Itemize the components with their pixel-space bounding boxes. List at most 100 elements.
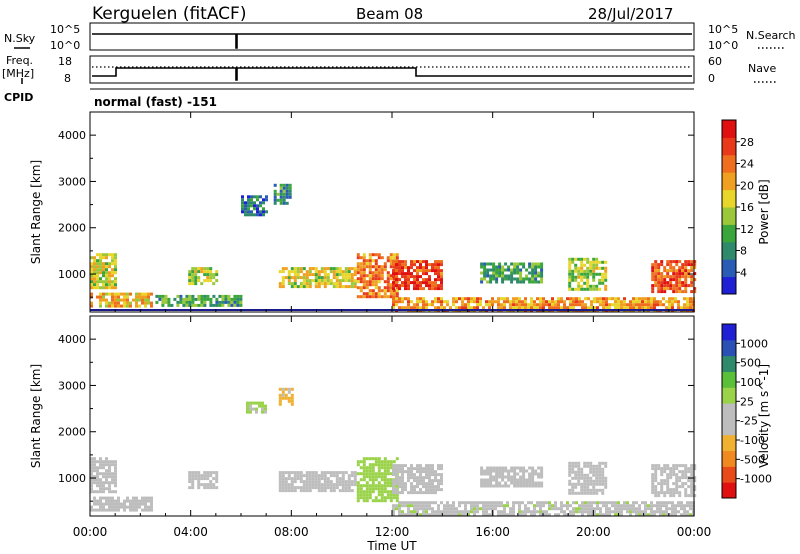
range-gate-cell <box>599 510 602 514</box>
range-gate-cell <box>383 469 387 473</box>
range-gate-cell <box>560 501 563 505</box>
range-gate-cell <box>681 266 685 270</box>
range-gate-cell <box>215 471 219 475</box>
range-gate-cell <box>458 504 461 508</box>
range-gate-cell <box>516 265 520 269</box>
range-gate-cell <box>428 287 431 291</box>
range-gate-cell <box>663 470 667 474</box>
range-gate-cell <box>604 278 608 282</box>
range-gate-cell <box>305 273 309 277</box>
range-gate-cell <box>413 473 416 477</box>
range-gate-cell <box>587 297 590 301</box>
range-gate-cell <box>317 483 321 487</box>
range-gate-cell <box>241 195 244 199</box>
range-gate-cell <box>359 478 363 482</box>
range-gate-cell <box>581 303 584 307</box>
range-gate-cell <box>680 501 683 505</box>
range-gate-cell <box>425 485 428 489</box>
range-gate-cell <box>455 507 458 511</box>
range-gate-cell <box>383 460 387 464</box>
range-gate-cell <box>123 502 126 506</box>
range-gate-cell <box>422 303 425 307</box>
range-gate-cell <box>497 297 500 301</box>
range-gate-cell <box>626 510 629 514</box>
range-gate-cell <box>601 281 605 285</box>
range-gate-cell <box>338 285 342 289</box>
range-gate-cell <box>389 460 393 464</box>
range-gate-cell <box>188 270 192 274</box>
range-gate-cell <box>218 300 222 304</box>
range-gate-cell <box>519 469 523 473</box>
range-gate-cell <box>531 274 535 278</box>
range-gate-cell <box>551 303 554 307</box>
range-gate-cell <box>326 486 330 490</box>
range-gate-cell <box>651 269 655 273</box>
range-gate-cell <box>596 513 599 517</box>
range-gate-cell <box>203 477 207 481</box>
range-gate-cell <box>540 469 544 473</box>
range-gate-cell <box>371 277 375 281</box>
range-gate-cell <box>90 490 93 494</box>
range-gate-cell <box>371 292 375 296</box>
range-gate-cell <box>398 284 401 288</box>
range-gate-cell <box>592 479 596 483</box>
range-gate-cell <box>586 482 590 486</box>
range-gate-cell <box>431 464 434 468</box>
range-gate-cell <box>368 466 372 470</box>
range-gate-cell <box>284 483 288 487</box>
range-gate-cell <box>654 491 658 495</box>
range-gate-cell <box>531 280 535 284</box>
range-gate-cell <box>608 507 611 511</box>
range-gate-cell <box>488 501 491 505</box>
range-gate-cell <box>108 277 111 281</box>
range-gate-cell <box>632 501 635 505</box>
range-gate-cell <box>362 262 366 266</box>
range-gate-cell <box>690 266 694 270</box>
range-gate-cell <box>194 477 198 481</box>
range-gate-cell <box>455 306 458 310</box>
range-gate-cell <box>284 480 288 484</box>
range-gate-cell <box>675 476 679 480</box>
range-gate-cell <box>476 300 479 304</box>
range-gate-cell <box>632 300 635 304</box>
range-gate-cell <box>197 276 201 280</box>
range-gate-cell <box>428 482 431 486</box>
range-gate-cell <box>536 297 539 301</box>
range-gate-cell <box>623 504 626 508</box>
range-gate-cell <box>365 472 369 476</box>
range-gate-cell <box>404 287 407 291</box>
range-gate-cell <box>389 286 393 290</box>
range-gate-cell <box>669 467 673 471</box>
range-gate-cell <box>278 402 282 406</box>
range-gate-cell <box>111 262 114 266</box>
range-gate-cell <box>102 265 105 269</box>
range-gate-cell <box>386 271 390 275</box>
range-gate-cell <box>305 285 309 289</box>
range-gate-cell <box>383 292 387 296</box>
range-gate-cell <box>404 504 407 508</box>
range-gate-cell <box>356 262 360 266</box>
range-gate-cell <box>598 476 602 480</box>
range-gate-cell <box>666 476 670 480</box>
range-gate-cell <box>416 275 419 279</box>
range-gate-cell <box>247 201 250 205</box>
range-gate-cell <box>317 276 321 280</box>
range-gate-cell <box>404 306 407 310</box>
range-gate-cell <box>668 501 671 505</box>
range-gate-cell <box>164 297 168 301</box>
range-gate-cell <box>135 292 138 296</box>
range-gate-cell <box>654 269 658 273</box>
range-gate-cell <box>510 271 514 275</box>
range-gate-cell <box>392 295 396 299</box>
range-gate-cell <box>518 504 521 508</box>
range-gate-cell <box>407 266 410 270</box>
range-gate-cell <box>437 473 440 477</box>
range-gate-cell <box>422 510 425 514</box>
range-gate-cell <box>515 501 518 505</box>
range-gate-cell <box>483 274 487 278</box>
range-gate-cell <box>572 507 575 511</box>
range-gate-cell <box>102 295 105 299</box>
range-gate-cell <box>683 513 686 517</box>
range-gate-cell <box>521 306 524 310</box>
range-gate-cell <box>501 475 505 479</box>
